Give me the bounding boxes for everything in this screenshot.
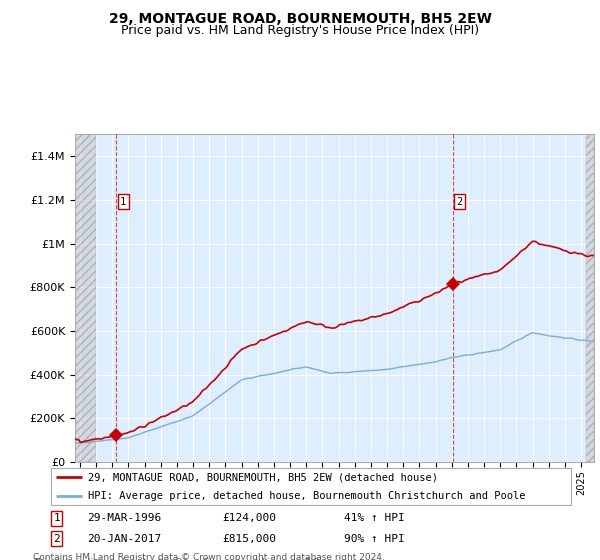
Text: 29-MAR-1996: 29-MAR-1996	[88, 514, 162, 524]
Text: HPI: Average price, detached house, Bournemouth Christchurch and Poole: HPI: Average price, detached house, Bour…	[88, 491, 525, 501]
Text: 1: 1	[53, 514, 60, 524]
Text: 2: 2	[53, 534, 60, 544]
Text: £815,000: £815,000	[222, 534, 276, 544]
Text: Price paid vs. HM Land Registry's House Price Index (HPI): Price paid vs. HM Land Registry's House …	[121, 24, 479, 36]
Text: 2: 2	[457, 197, 463, 207]
Text: 29, MONTAGUE ROAD, BOURNEMOUTH, BH5 2EW: 29, MONTAGUE ROAD, BOURNEMOUTH, BH5 2EW	[109, 12, 491, 26]
Bar	[75, 134, 96, 462]
FancyBboxPatch shape	[50, 469, 571, 505]
Bar	[586, 134, 594, 462]
Text: 29, MONTAGUE ROAD, BOURNEMOUTH, BH5 2EW (detached house): 29, MONTAGUE ROAD, BOURNEMOUTH, BH5 2EW …	[88, 473, 437, 482]
Text: 1: 1	[120, 197, 127, 207]
Text: 20-JAN-2017: 20-JAN-2017	[88, 534, 162, 544]
Text: 41% ↑ HPI: 41% ↑ HPI	[344, 514, 404, 524]
Text: £124,000: £124,000	[222, 514, 276, 524]
Text: 90% ↑ HPI: 90% ↑ HPI	[344, 534, 404, 544]
Text: Contains HM Land Registry data © Crown copyright and database right 2024.: Contains HM Land Registry data © Crown c…	[33, 553, 385, 560]
Text: This data is licensed under the Open Government Licence v3.0.: This data is licensed under the Open Gov…	[33, 558, 322, 560]
